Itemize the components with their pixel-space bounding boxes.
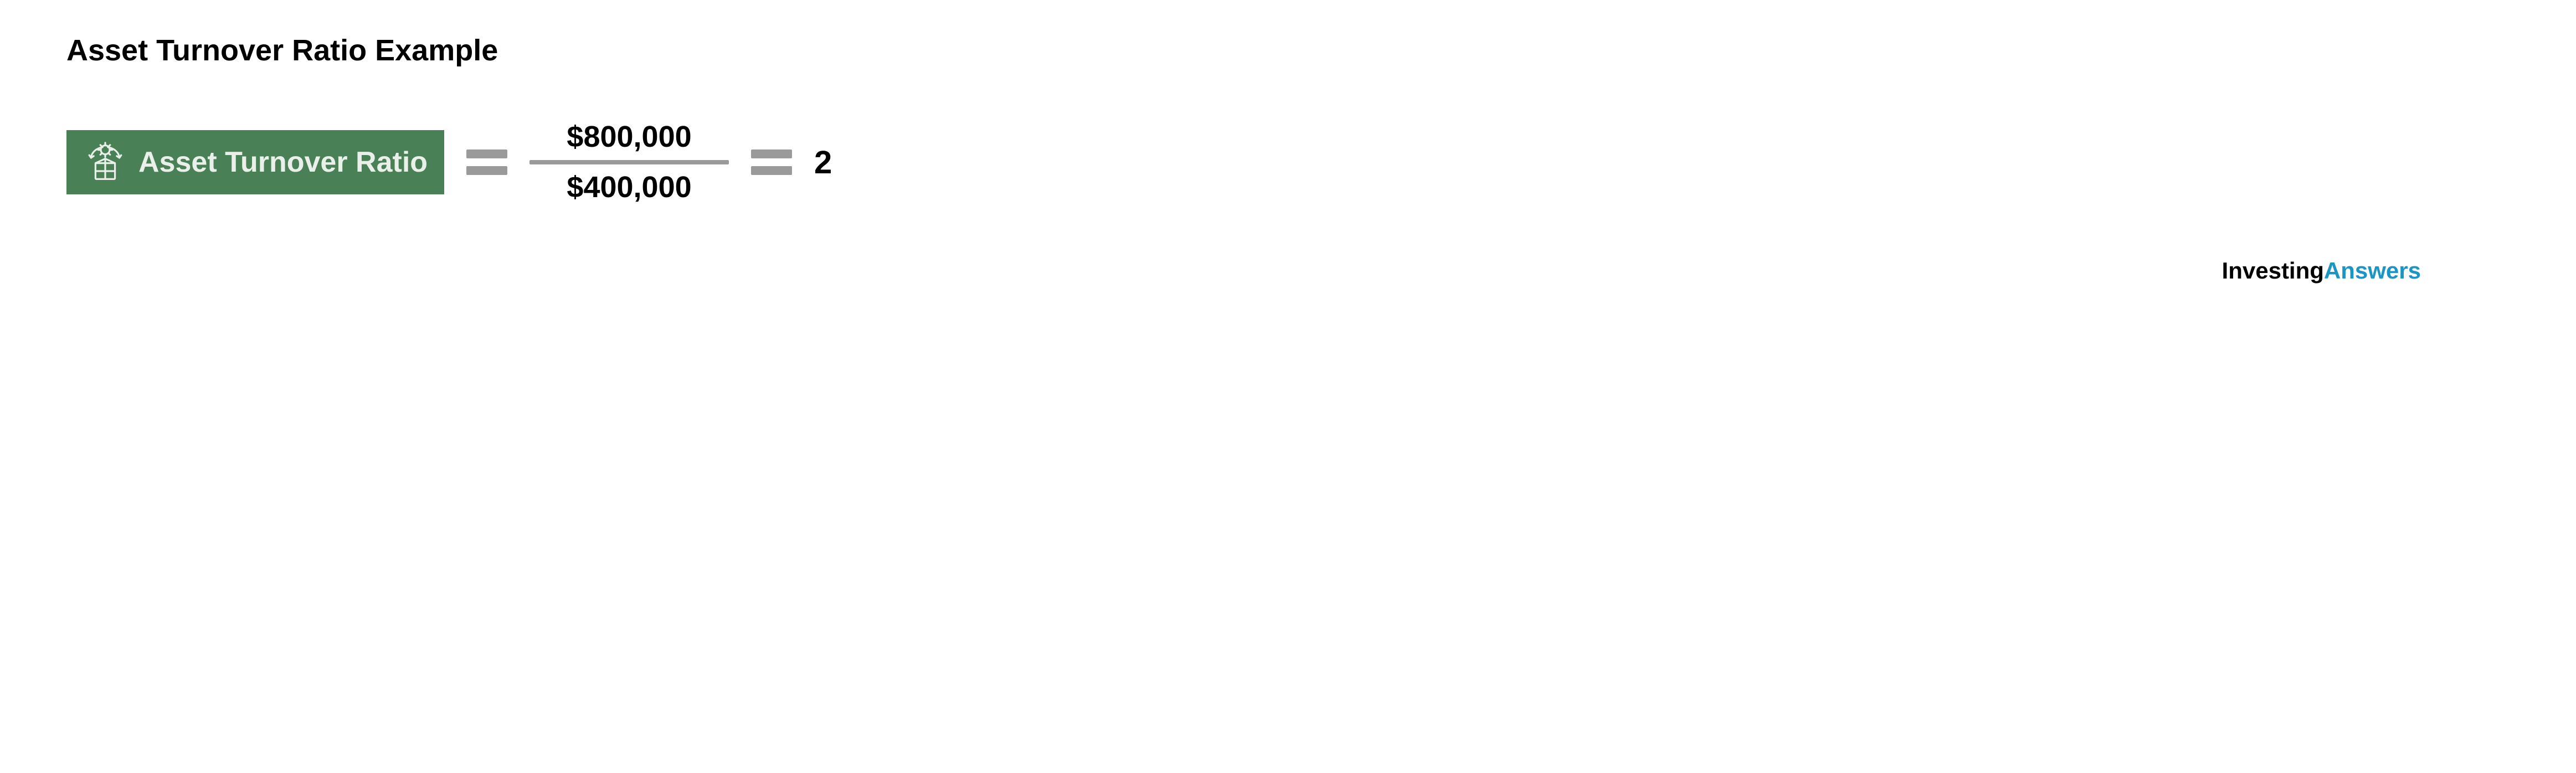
fraction: $800,000 $400,000 <box>529 117 729 208</box>
equals-bar <box>751 166 792 175</box>
equals-bar <box>751 150 792 158</box>
ratio-badge-label: Asset Turnover Ratio <box>138 146 428 179</box>
result-value: 2 <box>814 144 832 181</box>
fraction-numerator: $800,000 <box>567 117 691 157</box>
branding: InvestingAnswers <box>66 257 2510 284</box>
equals-sign-1 <box>466 150 507 175</box>
page-title: Asset Turnover Ratio Example <box>66 33 2510 68</box>
equals-bar <box>466 150 507 158</box>
branding-part1: Investing <box>2222 257 2324 284</box>
process-box-icon <box>83 140 127 184</box>
equals-sign-2 <box>751 150 792 175</box>
fraction-line <box>529 160 729 164</box>
equals-bar <box>466 166 507 175</box>
branding-part2: Answers <box>2324 257 2421 284</box>
ratio-badge: Asset Turnover Ratio <box>66 130 444 194</box>
fraction-denominator: $400,000 <box>567 168 691 207</box>
formula-row: Asset Turnover Ratio $800,000 $400,000 2 <box>66 117 2510 208</box>
